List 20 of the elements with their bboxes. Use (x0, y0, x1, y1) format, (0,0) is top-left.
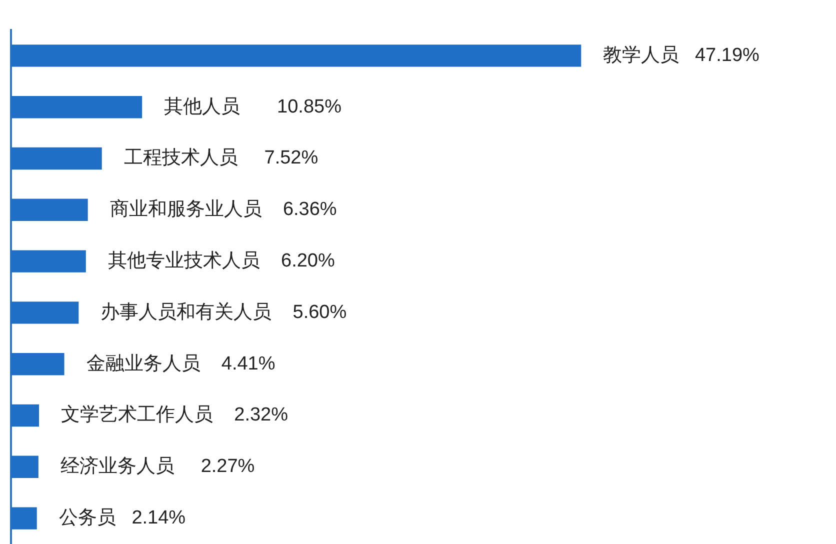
bar (11, 302, 79, 324)
bar (11, 96, 142, 118)
bar (11, 147, 102, 170)
bar (11, 198, 88, 222)
data-label: 公务员 2.14% (58, 508, 186, 529)
data-label: 其他专业技术人员 6.20% (108, 250, 336, 272)
bar (11, 44, 582, 67)
bar (11, 353, 64, 376)
data-label: 教学人员 47.19% (603, 44, 760, 66)
bar (11, 507, 37, 530)
data-label: 金融业务人员 4.41% (86, 353, 276, 374)
data-label: 工程技术人员 7.52% (124, 148, 318, 169)
bar (11, 404, 40, 427)
data-label: 其他人员 10.85% (164, 96, 342, 118)
bar (11, 250, 86, 272)
data-label: 商业和服务业人员 6.36% (110, 198, 337, 220)
data-label: 办事人员和有关人员 5.60% (100, 302, 347, 323)
data-label: 文学艺术工作人员 2.32% (61, 404, 288, 426)
data-label: 经济业务人员 2.27% (60, 455, 255, 478)
bar (11, 456, 38, 478)
